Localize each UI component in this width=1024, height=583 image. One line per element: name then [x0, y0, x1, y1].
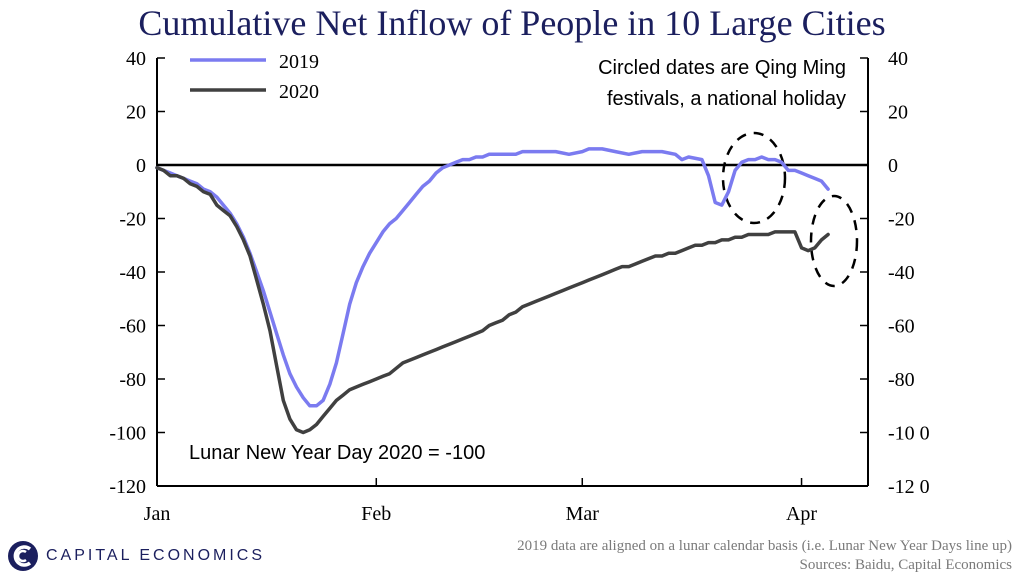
y-tick-label-right: 20	[888, 102, 908, 124]
holiday-note-line2: festivals, a national holiday	[607, 88, 846, 110]
y-tick-label-left: -120	[109, 476, 146, 498]
y-tick-label-left: -80	[119, 369, 146, 391]
y-tick-label-right: -80	[888, 369, 915, 391]
footer-sources: Sources: Baidu, Capital Economics	[799, 557, 1012, 573]
series-line-2020	[155, 165, 830, 435]
x-tick-label-apr: Apr	[786, 503, 817, 525]
holiday-note-line1: Circled dates are Qing Ming	[598, 57, 846, 79]
y-tick-label-left: -20	[119, 209, 146, 231]
brand-name: CAPITAL ECONOMICS	[46, 547, 266, 564]
y-tick-label-right: -12 0	[888, 476, 930, 498]
x-tick-label-mar: Mar	[566, 503, 600, 525]
legend: 2019 2020	[190, 51, 319, 103]
footer-note-aligned: 2019 data are aligned on a lunar calenda…	[517, 538, 1012, 554]
y-tick-label-right: -60	[888, 316, 915, 338]
y-tick-label-left: 20	[126, 102, 146, 124]
qing-ming-2019-circle	[721, 131, 787, 225]
x-tick-label-jan: Jan	[144, 503, 171, 525]
qing-ming-2020-circle	[809, 194, 859, 288]
series-lines	[155, 147, 830, 435]
legend-label-2020: 2020	[279, 81, 319, 103]
capital-economics-logo-icon	[8, 541, 38, 571]
y-tick-label-right: -10 0	[888, 423, 930, 445]
lunar-new-year-note: Lunar New Year Day 2020 = -100	[189, 442, 485, 464]
x-tick-label-feb: Feb	[361, 503, 391, 525]
x-ticks: Jan Feb Mar Apr	[144, 478, 817, 525]
y-tick-label-right: -20	[888, 209, 915, 231]
y-tick-label-right: 40	[888, 48, 908, 70]
y-tick-label-right: -40	[888, 262, 915, 284]
chart-title: Cumulative Net Inflow of People in 10 La…	[138, 3, 886, 43]
y-tick-label-left: 40	[126, 48, 146, 70]
y-tick-label-left: 0	[136, 155, 146, 177]
footer-notes: 2019 data are aligned on a lunar calenda…	[517, 537, 1012, 575]
brand-logo: CAPITAL ECONOMICS	[6, 536, 265, 576]
legend-label-2019: 2019	[279, 51, 319, 73]
y-tick-label-left: -40	[119, 262, 146, 284]
y-tick-label-right: 0	[888, 155, 898, 177]
y-tick-label-left: -100	[109, 423, 146, 445]
y-tick-label-left: -60	[119, 316, 146, 338]
